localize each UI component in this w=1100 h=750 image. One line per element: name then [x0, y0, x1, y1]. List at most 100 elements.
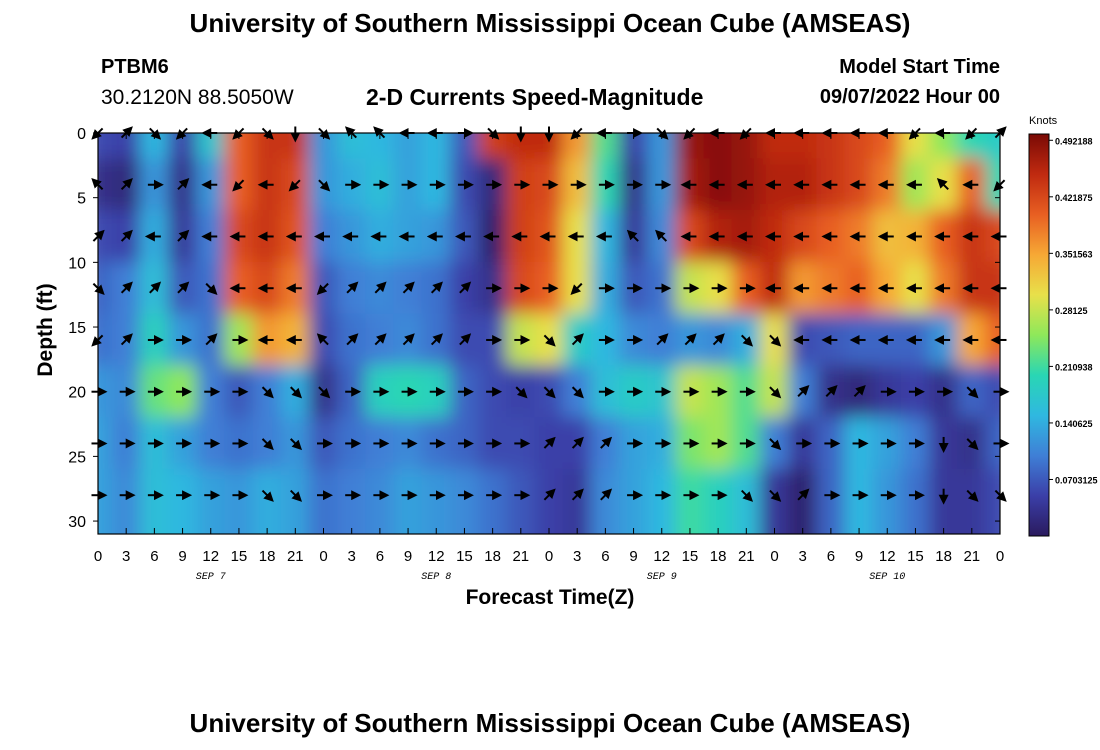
heatmap-cell — [900, 468, 931, 534]
x-tick-label: 9 — [178, 548, 186, 565]
current-arrow — [571, 333, 584, 346]
heatmap-cell — [590, 133, 620, 160]
footer-title: University of Southern Mississippi Ocean… — [189, 708, 911, 738]
colorbar-scale — [1028, 133, 1050, 537]
heatmap-cell — [224, 468, 254, 534]
x-tick-label: 21 — [287, 548, 304, 565]
heatmap-cell — [872, 468, 902, 534]
heatmap-cell — [844, 468, 874, 534]
current-arrow — [712, 333, 725, 346]
colorbar-tick-label: 0.28125 — [1055, 306, 1088, 316]
current-arrow — [346, 333, 359, 346]
y-tick-label: 25 — [68, 449, 86, 466]
current-arrow — [402, 281, 415, 294]
heatmap-cell — [365, 468, 395, 534]
heatmap-cell — [562, 133, 592, 160]
heatmap-cell — [421, 468, 451, 534]
current-arrow — [769, 334, 782, 347]
heatmap-cell — [844, 133, 874, 160]
current-arrow — [177, 281, 190, 294]
x-tick-label: 9 — [629, 548, 637, 565]
x-tick-label: 9 — [404, 548, 412, 565]
x-tick-label: 21 — [963, 548, 980, 565]
station-id: PTBM6 — [101, 56, 169, 78]
heatmap-cell — [139, 468, 169, 534]
current-arrow — [459, 281, 472, 294]
x-tick-label: 18 — [710, 548, 727, 565]
heatmap-cell — [816, 468, 846, 534]
y-tick-label: 20 — [68, 385, 86, 402]
heatmap-cell — [308, 133, 339, 160]
heatmap-cell — [703, 468, 733, 534]
x-axis-label: Forecast Time(Z) — [466, 586, 635, 609]
heatmap-cell — [618, 468, 649, 534]
current-arrow — [374, 281, 387, 294]
current-arrow — [966, 438, 979, 451]
x-tick-label: 18 — [259, 548, 276, 565]
x-tick-label: 18 — [484, 548, 501, 565]
model-start-value: 09/07/2022 Hour 00 — [819, 86, 1000, 108]
current-arrow — [261, 489, 274, 502]
heatmap-cell — [167, 468, 198, 534]
heatmap-cell — [534, 133, 564, 160]
heatmap-cell — [647, 468, 677, 534]
heatmap-cell — [731, 133, 761, 160]
x-tick-label: 0 — [996, 548, 1004, 565]
x-tick-label: 3 — [573, 548, 581, 565]
current-arrow — [936, 178, 949, 191]
heatmap-cell — [111, 468, 141, 534]
heatmap-cell — [675, 133, 705, 160]
x-tick-label: 6 — [376, 548, 384, 565]
current-arrow — [430, 281, 443, 294]
x-tick-label: 15 — [456, 548, 473, 565]
x-tick-label: 6 — [150, 548, 158, 565]
current-arrow — [570, 282, 583, 295]
colorbar-tick-label: 0.351563 — [1055, 249, 1093, 259]
heatmap-cell — [196, 133, 226, 160]
current-arrow — [430, 333, 443, 346]
heatmap-cell — [308, 468, 339, 534]
heatmap-cell — [675, 468, 705, 534]
heatmap-cell — [590, 468, 620, 534]
heatmap-cell — [872, 133, 902, 160]
colorbar-title: Knots — [1029, 115, 1058, 127]
current-arrow — [853, 384, 866, 398]
heatmap-cell — [337, 468, 367, 534]
heatmap-cell — [985, 468, 1000, 534]
x-tick-label: 6 — [827, 548, 835, 565]
current-arrow — [120, 178, 133, 191]
current-arrow — [571, 436, 584, 449]
x-tick-label: 15 — [231, 548, 248, 565]
current-arrow — [318, 179, 331, 192]
heatmap-cell — [816, 133, 846, 160]
current-arrow — [120, 281, 133, 294]
heatmap-cell — [703, 133, 733, 160]
heatmap-cell — [224, 133, 254, 160]
current-arrow — [741, 489, 754, 502]
current-arrow — [149, 281, 162, 294]
heatmap-cell — [252, 133, 282, 160]
x-tick-label: 12 — [653, 548, 670, 565]
heatmap-cell — [196, 468, 226, 534]
current-arrow — [261, 438, 274, 451]
chart-subtitle: 2-D Currents Speed-Magnitude — [366, 84, 704, 110]
heatmap-cell — [788, 133, 818, 160]
current-arrow — [316, 282, 329, 295]
x-tick-label: 15 — [682, 548, 699, 565]
current-arrow — [205, 282, 218, 295]
heatmap-cell — [111, 133, 141, 160]
current-arrow — [290, 438, 303, 451]
day-label: SEP 7 — [196, 572, 226, 583]
heatmap-cell — [478, 133, 508, 160]
x-tick-label: 0 — [94, 548, 102, 565]
x-tick-label: 12 — [879, 548, 896, 565]
x-tick-label: 0 — [770, 548, 778, 565]
heatmap-cell — [534, 468, 564, 534]
colorbar-tick-label: 0.140625 — [1055, 419, 1093, 429]
current-arrow — [374, 333, 387, 346]
current-arrow — [402, 333, 415, 346]
heatmap-cell — [98, 313, 113, 367]
current-arrow — [600, 488, 613, 501]
heatmap-cell — [393, 133, 423, 160]
